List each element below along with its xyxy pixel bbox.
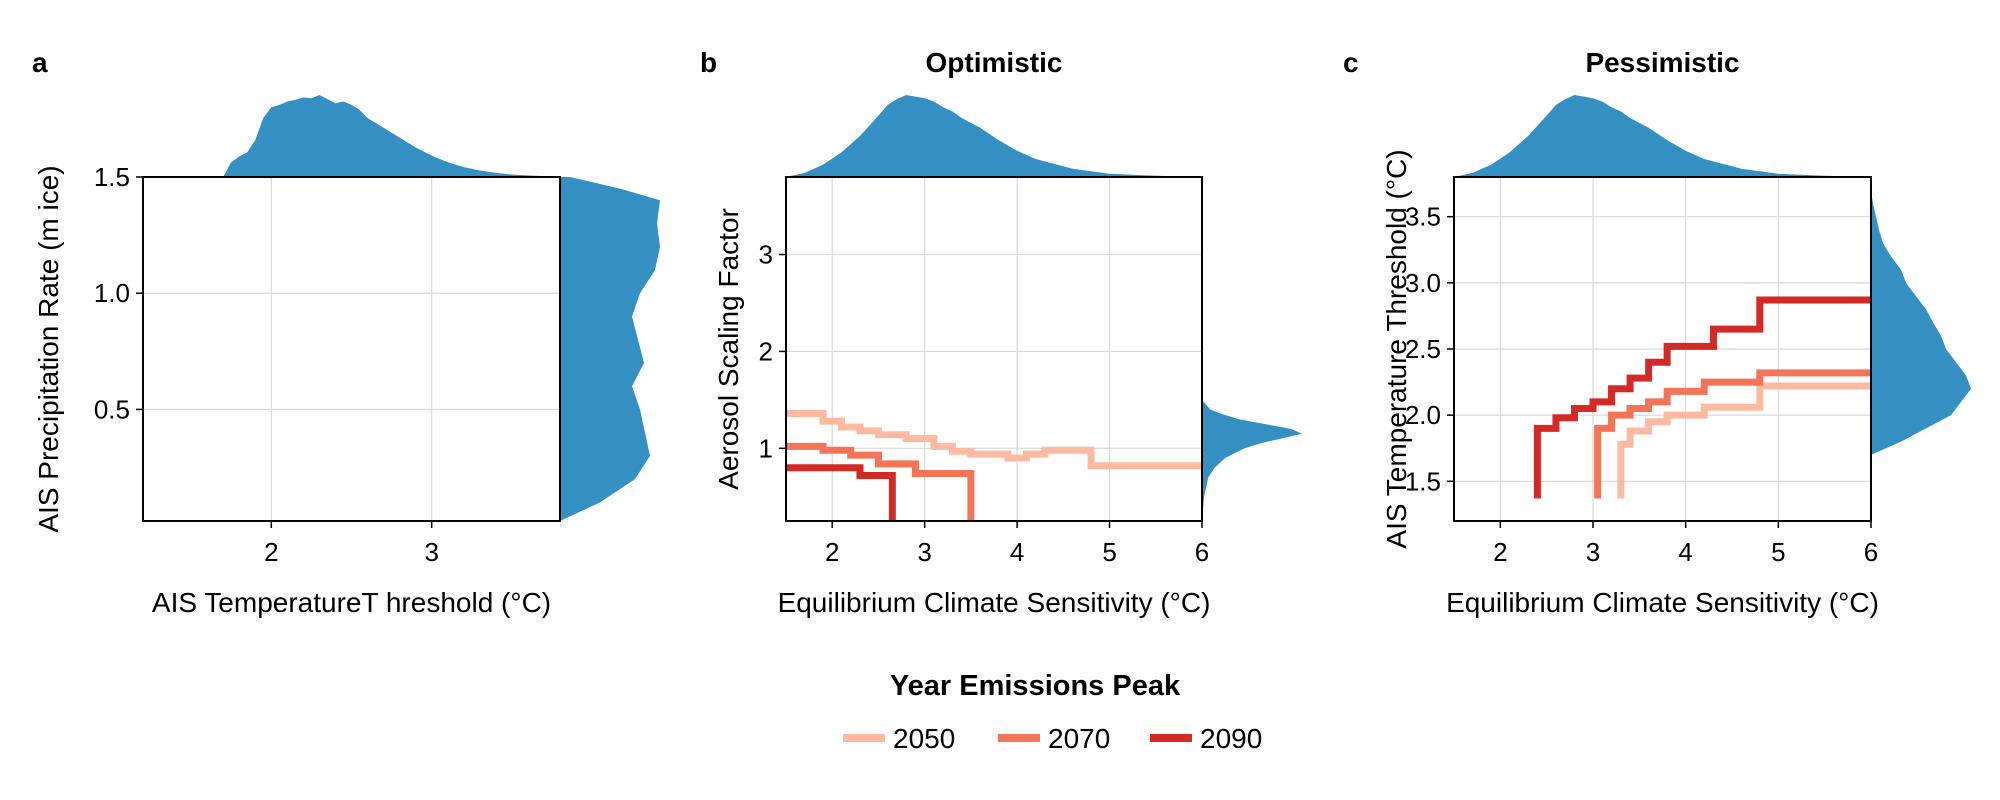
plot-frame-a	[142, 176, 561, 522]
y-tick-label: 2.5	[1405, 334, 1441, 364]
x-tick-label: 2	[264, 537, 278, 567]
marginal-density-x-b	[786, 95, 1202, 177]
series-line-2050	[1617, 382, 1871, 499]
y-tick-label: 1.5	[1405, 466, 1441, 496]
x-axis-label-b: Equilibrium Climate Sensitivity (°C)	[778, 587, 1211, 618]
marginal-density-x-a	[223, 95, 560, 177]
x-tick-label: 6	[1195, 537, 1209, 567]
y-axis-label-b: Aerosol Scaling Factor	[713, 208, 744, 490]
y-tick-label: 2.0	[1405, 400, 1441, 430]
x-axis-label-a: AIS TemperatureT hreshold (°C)	[152, 587, 551, 618]
plot-area-a	[143, 177, 560, 521]
plot-frame-b	[785, 176, 1203, 522]
marginal-density-x-c	[1454, 95, 1871, 177]
x-tick-label: 2	[1493, 537, 1507, 567]
panel-title-b: Optimistic	[926, 47, 1063, 78]
y-tick-label: 1	[759, 433, 773, 463]
series-group-b	[786, 409, 1202, 521]
panel-title-c: Pessimistic	[1585, 47, 1739, 78]
y-tick-label: 3	[759, 240, 773, 270]
x-tick-label: 2	[825, 537, 839, 567]
marginal-density-y-b	[1202, 399, 1302, 521]
x-tick-label: 5	[1102, 537, 1116, 567]
x-tick-label: 5	[1771, 537, 1785, 567]
legend: Year Emissions Peak 2050 2070 2090	[843, 670, 1262, 754]
series-line-2070	[786, 442, 975, 521]
legend-entry-2050: 2050	[843, 723, 955, 754]
series-line-2070	[1594, 369, 1871, 499]
series-line-2090	[786, 464, 896, 521]
y-tick-label: 0.5	[94, 394, 130, 424]
x-tick-label: 3	[1586, 537, 1600, 567]
y-tick-label: 2	[759, 336, 773, 366]
legend-label: 2090	[1200, 723, 1262, 754]
legend-title: Year Emissions Peak	[890, 670, 1181, 702]
series-group-c	[1533, 296, 1871, 499]
x-tick-label: 3	[424, 537, 438, 567]
y-tick-label: 1.5	[94, 162, 130, 192]
marginal-density-y-a	[560, 177, 660, 521]
series-line-2090	[1533, 296, 1871, 499]
marginal-density-y-c	[1871, 190, 1971, 455]
x-tick-label: 3	[917, 537, 931, 567]
y-axis-label-a: AIS Precipitation Rate (m ice)	[33, 165, 64, 532]
y-axis-label-c: AIS Temperature Threshold (°C)	[1381, 149, 1412, 548]
y-tick-label: 1.0	[94, 278, 130, 308]
x-tick-label: 6	[1864, 537, 1878, 567]
legend-label: 2050	[893, 723, 955, 754]
y-tick-label: 3.0	[1405, 268, 1441, 298]
x-tick-label: 4	[1010, 537, 1024, 567]
legend-entry-2090: 2090	[1150, 723, 1262, 754]
panel-c: c Pessimistic 2 3 4 5 6 1.5 2.0 2.5 3.0 3.5 Equilibr…	[1343, 47, 1971, 618]
panel-b: b Optimistic 2 3 4 5 6 1 2 3 Equilibrium Climate S…	[700, 47, 1302, 618]
panel-letter-b: b	[700, 47, 717, 78]
panel-letter-c: c	[1343, 47, 1359, 78]
x-axis-label-c: Equilibrium Climate Sensitivity (°C)	[1446, 587, 1879, 618]
series-line-2050	[786, 409, 1202, 470]
x-tick-label: 4	[1678, 537, 1692, 567]
panel-letter-a: a	[32, 47, 48, 78]
panel-a: a 2 3 0.5 1.0 1.5 AIS TemperatureT hreshold (°…	[32, 47, 660, 618]
legend-entry-2070: 2070	[998, 723, 1110, 754]
panels: a 2 3 0.5 1.0 1.5 AIS TemperatureT hreshold (°…	[32, 47, 1971, 618]
legend-label: 2070	[1048, 723, 1110, 754]
y-tick-label: 3.5	[1405, 202, 1441, 232]
